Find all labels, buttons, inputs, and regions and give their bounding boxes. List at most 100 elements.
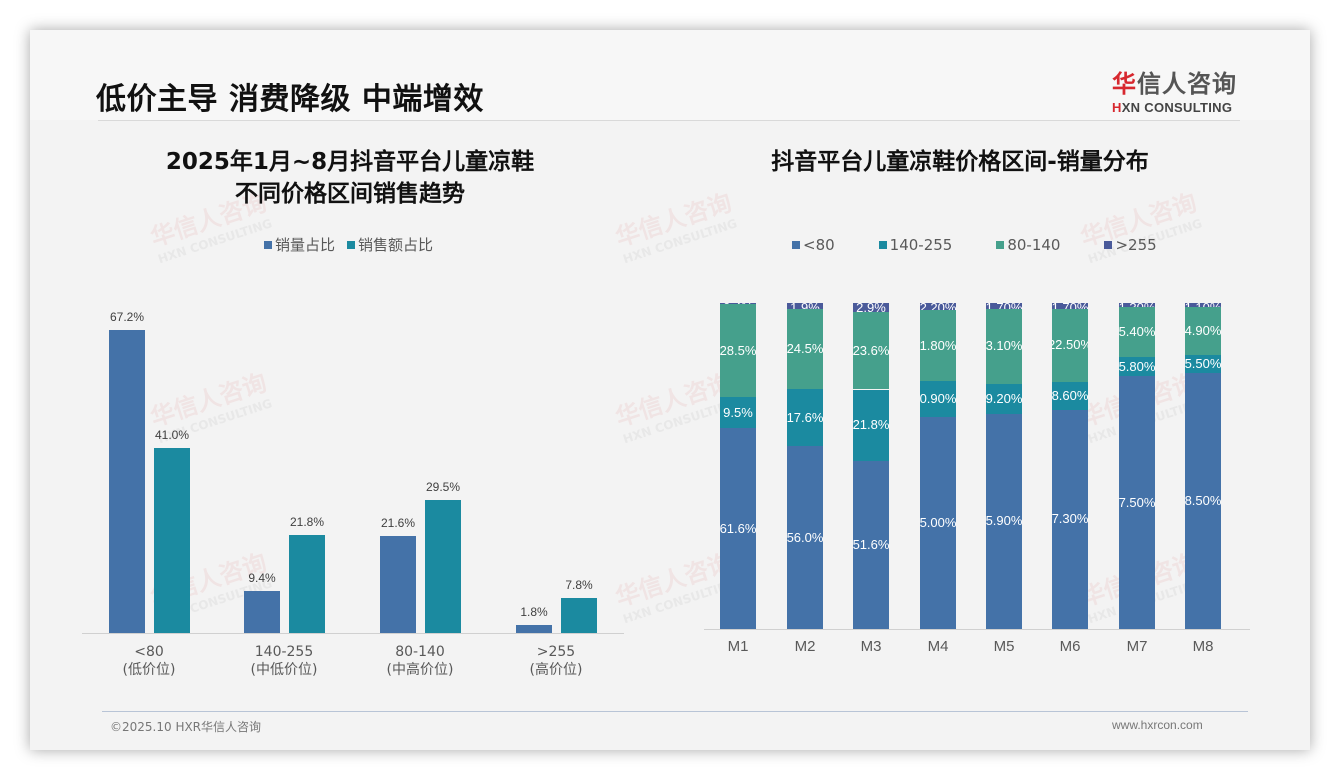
stacked-bar: 7.50% 5.80% 5.40% 1.30% <box>1119 303 1155 629</box>
bar-value-label: 1.8% <box>520 604 548 619</box>
segment-value-label: 61.6% <box>720 520 756 536</box>
segment-value-label: 0.90% <box>920 391 956 407</box>
page-title: 低价主导 消费降级 中端增效 <box>96 82 484 117</box>
segment-value-label: 5.00% <box>920 514 956 530</box>
bar-segment: 5.90% <box>986 413 1022 629</box>
segment-value-label: 24.5% <box>787 341 823 357</box>
segment-value-label: 0.4% <box>723 303 753 304</box>
segment-value-label: 5.40% <box>1119 324 1155 340</box>
segment-value-label: 5.80% <box>1119 358 1155 374</box>
bar <box>425 499 461 633</box>
bar-segment: 7.50% <box>1119 376 1155 629</box>
left-chart-title-line2: 不同价格区间销售趋势 <box>235 181 465 207</box>
bar-segment: 8.60% <box>1052 381 1088 410</box>
bar-segment: 1.30% <box>1119 303 1155 308</box>
x-axis-label: M2 <box>794 638 816 655</box>
segment-value-label: 2.9% <box>856 303 886 313</box>
bar <box>109 330 145 633</box>
bar-segment: 24.5% <box>787 309 823 390</box>
segment-value-label: 4.90% <box>1185 322 1221 338</box>
bar-segment: 61.6% <box>720 428 756 629</box>
bar-segment: 5.80% <box>1119 357 1155 377</box>
bar <box>380 535 416 633</box>
stacked-bar: 7.30% 8.60% 22.50% 1.70% <box>1052 303 1088 629</box>
segment-value-label: 7.50% <box>1119 494 1155 510</box>
bar-segment: 5.50% <box>1185 355 1221 374</box>
footer-website: www.hxrcon.com <box>1112 718 1203 732</box>
bar-segment: 1.70% <box>1052 303 1088 309</box>
bar-value-label: 7.8% <box>565 577 593 592</box>
category-label: 80-140 (中高价位) <box>360 643 480 679</box>
bar-segment: 4.90% <box>1185 306 1221 356</box>
bar-segment: 2.20% <box>920 303 956 311</box>
segment-value-label: 1.10% <box>1185 303 1221 307</box>
x-axis-label: M5 <box>993 638 1015 655</box>
bar-segment: 3.10% <box>986 308 1022 384</box>
category-name: >255 <box>536 644 576 660</box>
category-label: 140-255 (中低价位) <box>224 643 344 679</box>
bar-segment: 9.5% <box>720 397 756 429</box>
x-axis-label: M4 <box>927 638 949 655</box>
bar-segment: 5.00% <box>920 416 956 629</box>
bar-segment: 0.4% <box>720 303 756 305</box>
segment-value-label: 23.6% <box>853 342 889 358</box>
title-divider <box>98 120 1240 121</box>
header-band <box>30 30 1310 120</box>
legend-swatch <box>792 241 800 249</box>
bar-segment: 9.20% <box>986 383 1022 414</box>
left-chart-title-line1: 2025年1月~8月抖音平台儿童凉鞋 <box>165 149 535 175</box>
bar-value-label: 21.8% <box>289 514 325 529</box>
right-chart-legend: <80 140-255 80-140 >255 <box>792 236 1157 254</box>
logo-cn-accent: 华 <box>1112 70 1137 98</box>
slide: 华信人咨询 HXN CONSULTING 华信人咨询 HXN CONSULTING … <box>30 30 1310 750</box>
bar-segment: 8.50% <box>1185 373 1221 629</box>
bar-segment: 56.0% <box>787 446 823 629</box>
category-label: <80 (低价位) <box>89 643 209 679</box>
left-chart-x-axis <box>82 633 624 634</box>
segment-value-label: 1.30% <box>1119 303 1155 307</box>
stacked-bar: 5.90% 9.20% 3.10% 1.70% <box>986 303 1022 629</box>
segment-value-label: 3.10% <box>986 338 1022 354</box>
segment-value-label: 1.9% <box>790 303 820 309</box>
bar-value-label: 41.0% <box>154 428 190 443</box>
logo-en-text: XN CONSULTING <box>1121 100 1233 115</box>
segment-value-label: 51.6% <box>853 536 889 552</box>
bar-segment: 5.40% <box>1119 307 1155 358</box>
legend-item-sales-amount: 销售额占比 <box>347 234 433 255</box>
bar-segment: 1.10% <box>1185 303 1221 307</box>
bar-segment: 22.50% <box>1052 308 1088 382</box>
segment-value-label: 17.6% <box>787 409 823 425</box>
legend-item-lt80: <80 <box>792 236 835 254</box>
legend-swatch <box>878 241 887 249</box>
bar-value-label: 9.4% <box>248 570 276 585</box>
segment-value-label: 9.20% <box>986 390 1022 406</box>
legend-swatch <box>996 241 1005 249</box>
segment-value-label: 5.50% <box>1185 356 1221 372</box>
stacked-bar: 61.6% 9.5% 28.5% 0.4% <box>720 303 756 629</box>
bar-segment: 17.6% <box>787 389 823 447</box>
bar <box>244 590 280 633</box>
bar-segment: 23.6% <box>853 312 889 390</box>
x-axis-label: M6 <box>1059 638 1081 655</box>
stacked-bar: 56.0% 17.6% 24.5% 1.9% <box>787 303 823 629</box>
segment-value-label: 1.70% <box>1052 303 1088 309</box>
category-sublabel: (高价位) <box>529 662 583 678</box>
bar-segment: 0.90% <box>920 381 956 417</box>
footer-divider <box>102 711 1248 712</box>
legend-swatch <box>347 240 356 249</box>
category-sublabel: (中低价位) <box>250 662 318 678</box>
category-sublabel: (中高价位) <box>386 662 454 678</box>
x-axis-label: M1 <box>727 638 749 655</box>
bar-segment: 21.8% <box>853 389 889 461</box>
segment-value-label: 21.8% <box>853 417 889 433</box>
x-axis-label: M8 <box>1192 638 1214 655</box>
legend-item-80-140: 80-140 <box>996 236 1060 254</box>
segment-value-label: 1.70% <box>986 303 1022 309</box>
footer-copyright: ©2025.10 HXR华信人咨询 <box>110 720 262 734</box>
x-axis-label: M7 <box>1126 638 1148 655</box>
bar <box>289 534 325 633</box>
left-chart-title: 2025年1月~8月抖音平台儿童凉鞋 不同价格区间销售趋势 <box>100 146 600 210</box>
bar-segment: 1.70% <box>986 303 1022 309</box>
bar-segment: 51.6% <box>853 460 889 629</box>
